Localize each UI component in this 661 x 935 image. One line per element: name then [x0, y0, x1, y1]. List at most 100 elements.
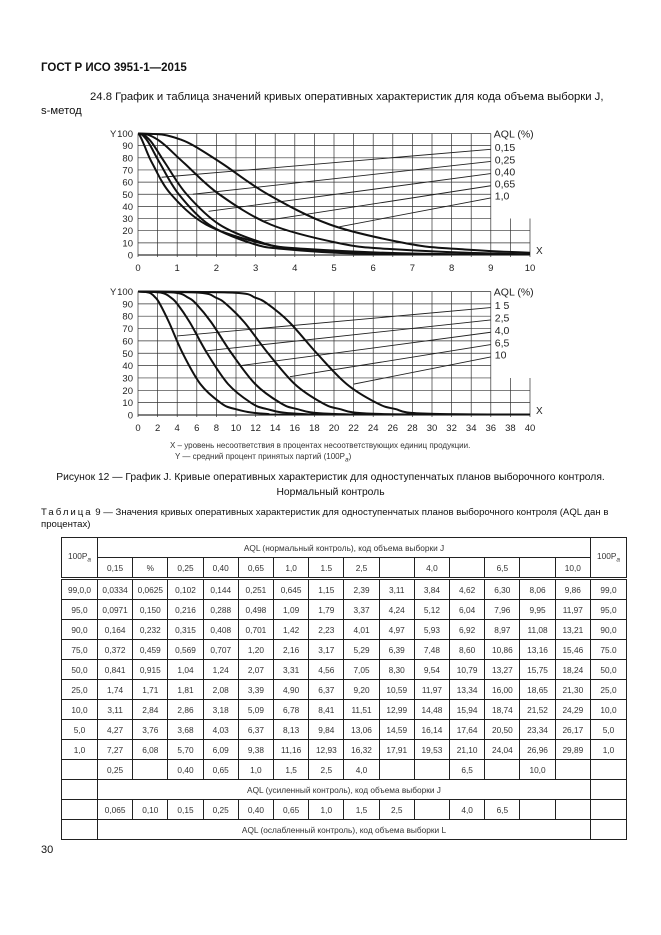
aql-column-header: 0,15 [96, 557, 134, 579]
leader-line [337, 197, 491, 228]
aql-cell [519, 799, 556, 820]
value-cell: 2,86 [167, 699, 204, 720]
empty-cell [61, 819, 98, 840]
pa-cell-right: 99,0 [590, 577, 627, 600]
table-caption: Таблица 9 — Значения кривых оперативных … [41, 507, 626, 531]
value-cell: 14,59 [378, 719, 415, 740]
aql-column-header [378, 557, 415, 579]
value-cell: 8,97 [484, 619, 521, 640]
oc-curve [138, 132, 530, 254]
value-cell: 0,841 [96, 659, 134, 680]
pa-cell: 25,0 [61, 679, 98, 700]
y-tick-label: 30 [122, 373, 133, 384]
aql-cell: 0,10 [132, 799, 169, 820]
aql-column-header: 4,0 [413, 557, 451, 579]
value-cell: 8,06 [519, 577, 556, 600]
leader-line [161, 148, 491, 178]
aql-cell: 1,0 [308, 799, 345, 820]
value-cell: 9,38 [237, 739, 275, 760]
value-cell: 1,24 [202, 659, 239, 680]
x-tick-label: 8 [449, 263, 454, 274]
value-cell: 13,06 [343, 719, 380, 740]
value-cell: 6,78 [273, 699, 310, 720]
y-tick-label: 30 [122, 214, 133, 225]
empty-cell [590, 819, 627, 840]
pa-header-text: 100P [67, 551, 88, 562]
value-cell: 3,18 [202, 699, 239, 720]
x-tick-label: 1 [175, 263, 180, 274]
value-cell: 4,97 [378, 619, 415, 640]
legend-entry: 0,40 [495, 166, 516, 178]
y-tick-label: 0 [128, 251, 133, 262]
value-cell: 0,102 [167, 577, 204, 600]
value-cell: 4,01 [343, 619, 380, 640]
value-cell: 0,150 [132, 599, 169, 620]
value-cell: 0,216 [167, 599, 204, 620]
aql-cell: 1,5 [343, 799, 380, 820]
pa-cell-right: 95,0 [590, 599, 627, 620]
y-tick-label: 40 [122, 202, 133, 213]
value-cell: 16,14 [413, 719, 451, 740]
aql-cell: 0,65 [202, 759, 239, 780]
x-tick-label: 30 [427, 423, 438, 434]
table-row: 25,0 1,74 1,71 1,81 2,08 3,39 4,90 6,37 9,20 10,5… [61, 679, 627, 700]
value-cell: 1,79 [308, 599, 345, 620]
y-tick-label: 80 [122, 312, 133, 323]
group-tightened-row: AQL (усиленный контроль), код объема выб… [61, 779, 627, 800]
legend-entry: 1,0 [495, 191, 510, 203]
leader-line [240, 331, 491, 367]
legend-title: AQL (%) [494, 129, 534, 141]
value-cell: 0,315 [167, 619, 204, 640]
aql-column-header: 1,0 [273, 557, 310, 579]
leader-line [206, 319, 491, 352]
aql-cell: 0,40 [237, 799, 275, 820]
x-tick-label: 5 [331, 263, 336, 274]
y-tick-label: 10 [122, 398, 133, 409]
y-tick-label: 70 [122, 324, 133, 335]
y-tick-label: 90 [122, 299, 133, 310]
value-cell: 6,37 [237, 719, 275, 740]
table-row: 90,0 0,164 0,232 0,315 0,408 0,701 1,42 2,23 4,0… [61, 619, 627, 640]
value-cell: 0,569 [167, 639, 204, 660]
table-row: 50,0 0,841 0,915 1,04 1,24 2,07 3,31 4,56 7,05 8,… [61, 659, 627, 680]
value-cell: 9,86 [554, 577, 592, 600]
value-cell: 2,07 [237, 659, 275, 680]
aql-column-header: 0,25 [167, 557, 204, 579]
oc-values-table: 100Pa AQL (нормальный контроль), код объе… [61, 537, 627, 840]
x-tick-label: 2 [155, 423, 160, 434]
empty-cell [590, 779, 627, 800]
value-cell: 0,707 [202, 639, 239, 660]
value-cell: 10,79 [449, 659, 486, 680]
empty-cell [61, 779, 98, 800]
value-cell: 7,96 [484, 599, 521, 620]
aql-column-header [519, 557, 556, 579]
figure-caption-line2: Нормальный контроль [276, 487, 385, 498]
value-cell: 16,32 [343, 739, 380, 760]
empty-cell [590, 759, 627, 780]
aql-column-header: 1.5 [308, 557, 345, 579]
aql-cell: 4,0 [449, 799, 486, 820]
x-tick-label: 28 [407, 423, 418, 434]
value-cell: 18,74 [484, 699, 521, 720]
pa-cell: 1,0 [61, 739, 98, 760]
oc-curve [138, 132, 530, 255]
aql-cell: 1,5 [273, 759, 310, 780]
value-cell: 26,17 [554, 719, 592, 740]
pa-cell: 99,0,0 [61, 577, 98, 600]
value-cell: 5,70 [167, 739, 204, 760]
value-cell: 10,59 [378, 679, 415, 700]
value-cell: 17,91 [378, 739, 415, 760]
aql-cell: 6,5 [484, 799, 521, 820]
pa-cell: 95,0 [61, 599, 98, 620]
pa-cell-right: 25,0 [590, 679, 627, 700]
pa-cell: 90,0 [61, 619, 98, 640]
legend-title: AQL (%) [494, 287, 534, 299]
aql-cell [484, 759, 521, 780]
group-reduced-row: AQL (ослабленный контроль), код объема в… [61, 819, 627, 840]
value-cell: 4,03 [202, 719, 239, 740]
legend-x: X – уровень несоответствия в процентах н… [170, 441, 471, 450]
value-cell: 4,56 [308, 659, 345, 680]
value-cell: 16,00 [484, 679, 521, 700]
value-cell: 18,24 [554, 659, 592, 680]
pa-cell: 10,0 [61, 699, 98, 720]
